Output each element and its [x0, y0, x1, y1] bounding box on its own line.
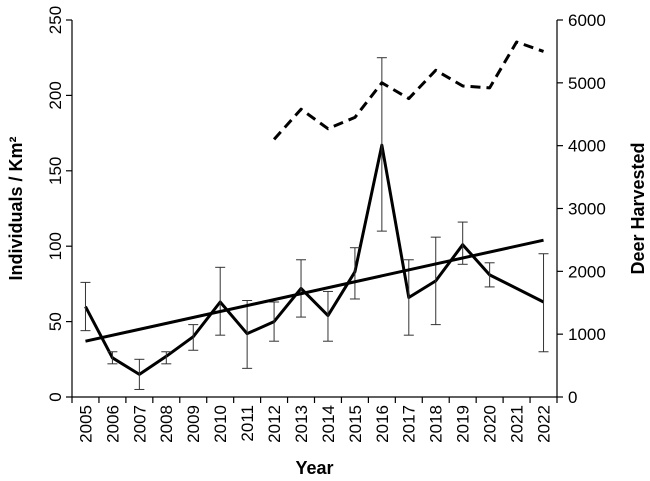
right-y-tick-label: 6000 [568, 11, 606, 30]
x-tick-label: 2005 [76, 405, 95, 443]
x-axis-title: Year [295, 458, 333, 478]
density-trend-line [85, 238, 544, 343]
right-y-tick-label: 2000 [568, 262, 606, 281]
x-tick-label: 2015 [346, 405, 365, 443]
x-tick-label: 2011 [238, 405, 257, 442]
right-y-tick-label: 4000 [568, 137, 606, 156]
left-y-tick-label: 100 [46, 232, 65, 260]
density-line [84, 143, 545, 376]
x-tick-label: 2017 [400, 405, 419, 443]
x-tick-label: 2018 [427, 405, 446, 443]
right-y-tick-label: 1000 [568, 325, 606, 344]
right-y-tick-label: 5000 [568, 74, 606, 93]
right-y-tick-label: 0 [568, 388, 577, 407]
axes: 0 50 100 150 200 250 0 1000 2000 3000 4000 5000 6000… [46, 6, 606, 443]
right-y-tick-label: 3000 [568, 200, 606, 219]
left-y-tick-label: 150 [46, 157, 65, 185]
x-tick-label: 2006 [103, 405, 122, 443]
plot-marks [80, 40, 549, 390]
x-tick-label: 2009 [184, 405, 203, 443]
x-tick-label: 2014 [319, 405, 338, 443]
x-tick-label: 2008 [157, 405, 176, 443]
x-tick-label: 2012 [265, 405, 284, 443]
left-y-tick-label: 0 [46, 392, 65, 401]
x-tick-label: 2007 [130, 405, 149, 443]
x-tick-label: 2021 [508, 405, 527, 443]
x-tick-label: 2013 [292, 405, 311, 443]
left-y-tick-label: 250 [46, 6, 65, 34]
left-y-tick-label: 50 [46, 312, 65, 331]
deer-harvested-line [272, 40, 545, 141]
right-y-axis-title: Deer Harvested [628, 142, 648, 274]
x-tick-label: 2022 [534, 405, 553, 443]
x-tick-label: 2019 [454, 405, 473, 443]
left-y-axis-title: Individuals / Km² [6, 136, 26, 280]
left-y-tick-label: 200 [46, 81, 65, 109]
x-tick-label: 2010 [211, 405, 230, 443]
x-tick-label: 2016 [373, 405, 392, 443]
x-tick-label: 2020 [481, 405, 500, 443]
